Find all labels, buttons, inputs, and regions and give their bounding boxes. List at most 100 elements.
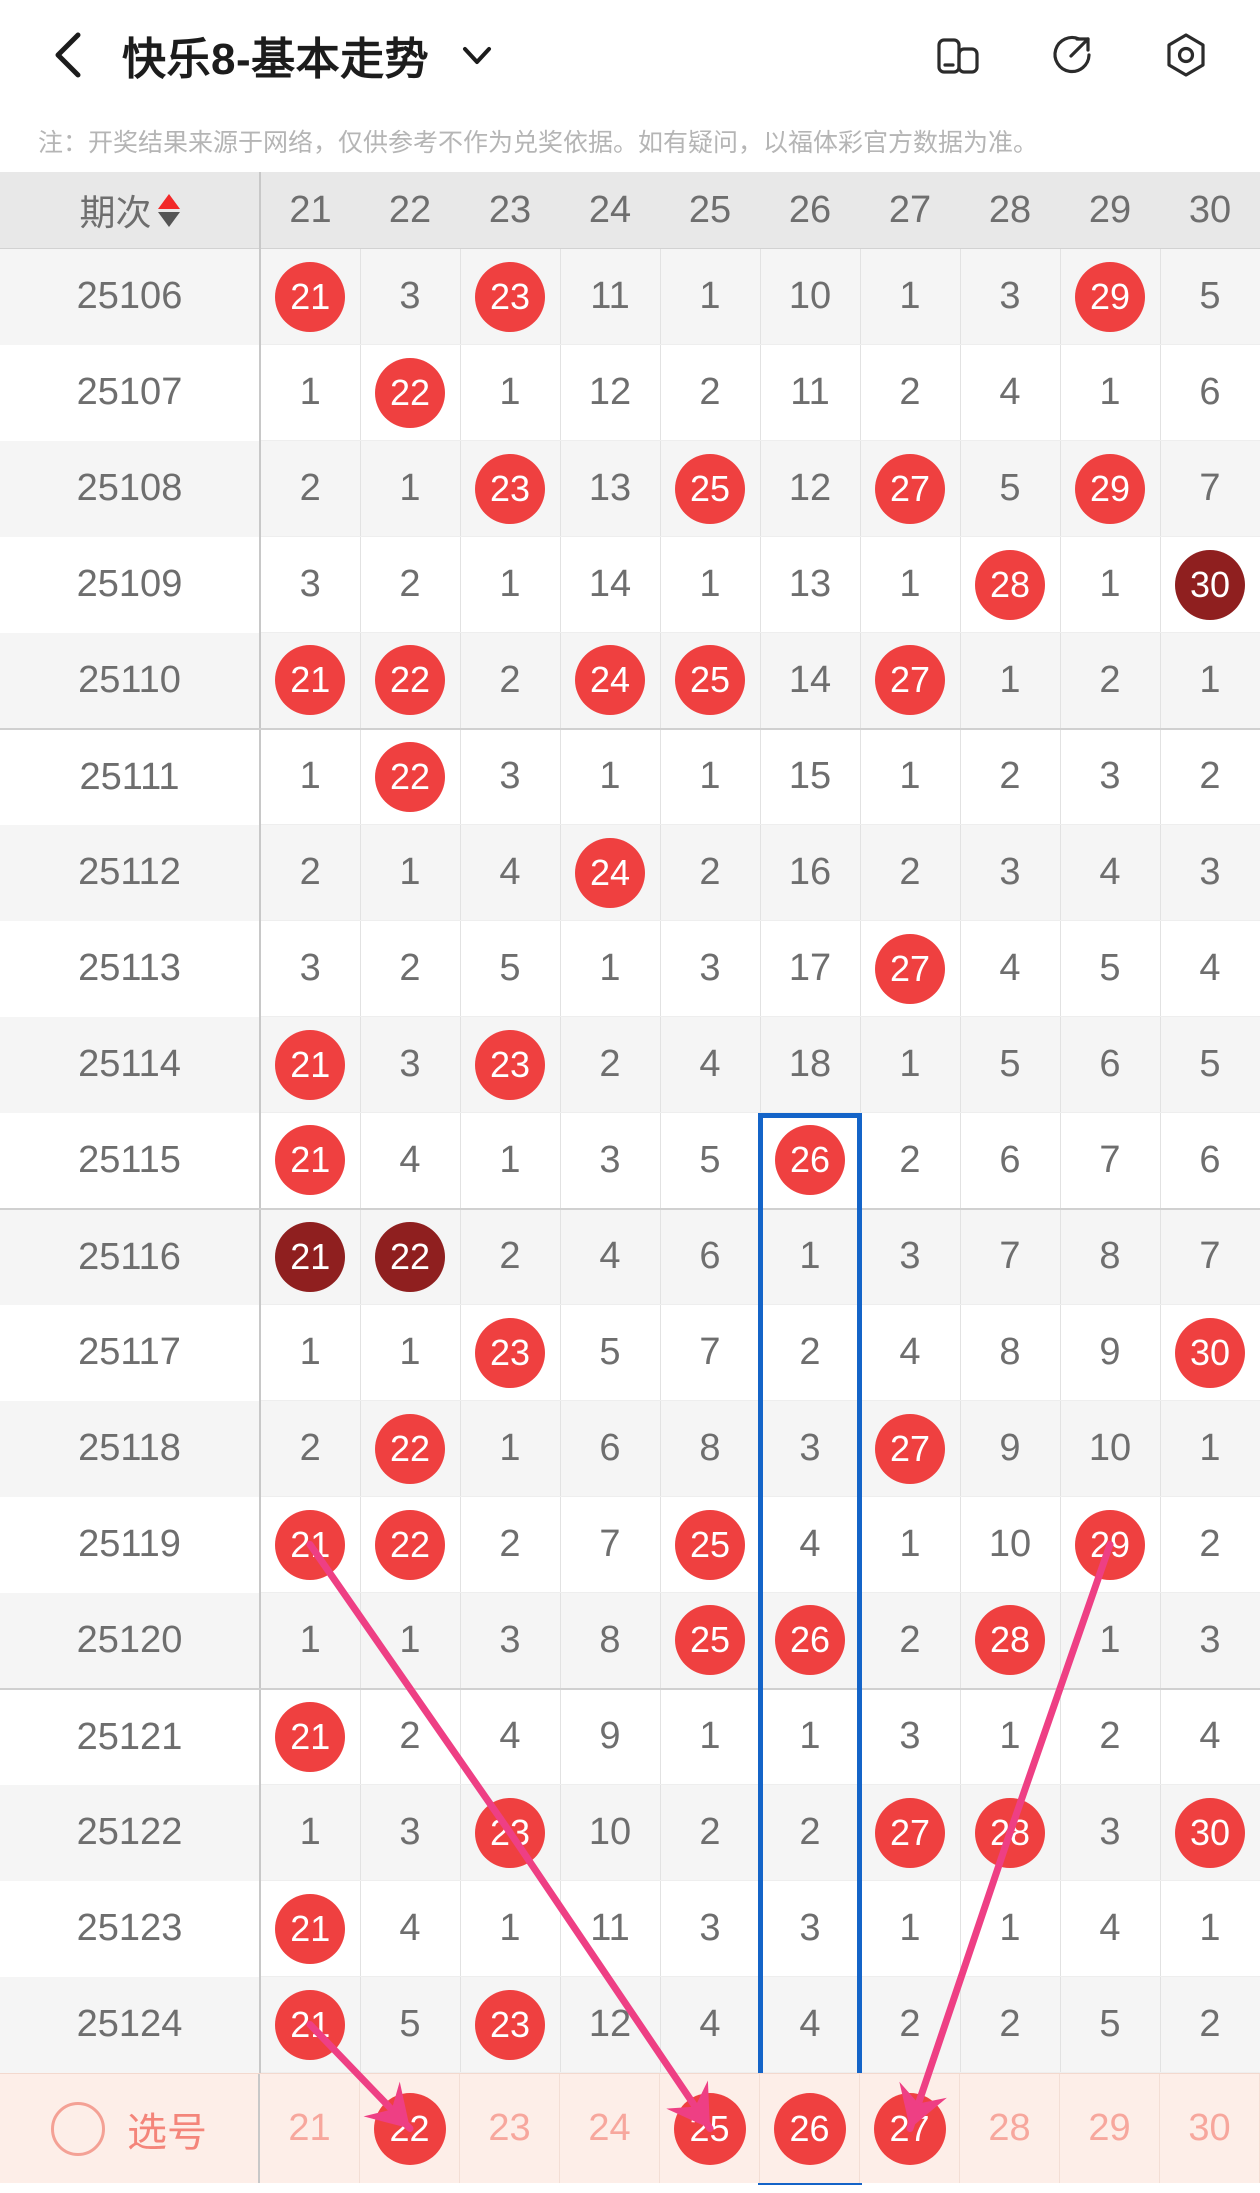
number-cell-30[interactable]: 3 (1160, 1592, 1260, 1690)
number-cell-27[interactable]: 27 (860, 632, 961, 730)
sort-descending-icon[interactable] (157, 211, 180, 227)
number-cell-25[interactable]: 25 (660, 1496, 761, 1593)
issue-column-header[interactable]: 期次 (0, 172, 261, 249)
number-cell-26[interactable]: 4 (760, 1976, 861, 2073)
number-cell-22[interactable]: 3 (360, 248, 461, 345)
number-cell-28[interactable]: 6 (960, 1112, 1061, 1210)
number-cell-28[interactable]: 28 (960, 536, 1061, 633)
number-cell-26[interactable]: 18 (760, 1016, 861, 1113)
number-cell-26[interactable]: 16 (760, 824, 861, 921)
number-cell-21[interactable]: 21 (260, 1688, 361, 1785)
table-row[interactable]: 25108 2 1 23 13 25 12 27 5 29 7 (0, 440, 1260, 537)
settings-button[interactable] (1160, 29, 1212, 81)
select-number-cell-22[interactable]: 22 (360, 2074, 460, 2183)
number-cell-29[interactable]: 29 (1060, 440, 1161, 537)
number-cell-26[interactable]: 1 (760, 1688, 861, 1785)
table-row[interactable]: 25111 1 22 3 1 1 15 1 2 3 2 (0, 728, 1260, 825)
number-cell-25[interactable]: 7 (660, 1304, 761, 1401)
number-cell-23[interactable]: 23 (460, 248, 561, 345)
number-cell-23[interactable]: 4 (460, 824, 561, 921)
number-cell-27[interactable]: 27 (860, 1784, 961, 1881)
number-cell-29[interactable]: 1 (1060, 536, 1161, 633)
number-cell-23[interactable]: 1 (460, 536, 561, 633)
number-cell-21[interactable]: 21 (260, 1112, 361, 1210)
column-header-21[interactable]: 21 (260, 172, 360, 249)
number-cell-25[interactable]: 1 (660, 1688, 761, 1785)
number-cell-30[interactable]: 30 (1160, 1784, 1260, 1881)
number-cell-25[interactable]: 2 (660, 344, 761, 441)
number-cell-22[interactable]: 2 (360, 536, 461, 633)
number-cell-26[interactable]: 4 (760, 1496, 861, 1593)
number-cell-24[interactable]: 11 (560, 1880, 661, 1977)
number-cell-21[interactable]: 2 (260, 440, 361, 537)
number-cell-30[interactable]: 7 (1160, 1208, 1260, 1305)
number-cell-24[interactable]: 8 (560, 1592, 661, 1690)
number-cell-28[interactable]: 1 (960, 1688, 1061, 1785)
number-cell-29[interactable]: 5 (1060, 1976, 1161, 2073)
number-cell-21[interactable]: 1 (260, 728, 361, 825)
number-cell-22[interactable]: 4 (360, 1880, 461, 1977)
number-cell-23[interactable]: 3 (460, 728, 561, 825)
number-cell-21[interactable]: 21 (260, 1496, 361, 1593)
number-cell-26[interactable]: 11 (760, 344, 861, 441)
number-cell-21[interactable]: 21 (260, 1880, 361, 1977)
number-cell-25[interactable]: 1 (660, 248, 761, 345)
back-button[interactable] (40, 27, 96, 83)
number-cell-21[interactable]: 21 (260, 632, 361, 730)
number-cell-25[interactable]: 2 (660, 824, 761, 921)
number-cell-25[interactable]: 1 (660, 536, 761, 633)
number-cell-28[interactable]: 3 (960, 248, 1061, 345)
number-cell-27[interactable]: 1 (860, 536, 961, 633)
number-cell-30[interactable]: 7 (1160, 440, 1260, 537)
number-cell-29[interactable]: 10 (1060, 1400, 1161, 1497)
number-cell-29[interactable]: 9 (1060, 1304, 1161, 1401)
number-cell-28[interactable]: 28 (960, 1784, 1061, 1881)
number-cell-30[interactable]: 1 (1160, 1880, 1260, 1977)
number-cell-25[interactable]: 6 (660, 1208, 761, 1305)
sort-arrows[interactable] (157, 193, 180, 227)
number-cell-26[interactable]: 17 (760, 920, 861, 1017)
number-cell-24[interactable]: 9 (560, 1688, 661, 1785)
number-cell-21[interactable]: 1 (260, 1592, 361, 1690)
number-cell-21[interactable]: 1 (260, 344, 361, 441)
number-cell-30[interactable]: 1 (1160, 1400, 1260, 1497)
number-cell-27[interactable]: 2 (860, 824, 961, 921)
share-button[interactable] (1046, 29, 1098, 81)
number-cell-25[interactable]: 3 (660, 920, 761, 1017)
number-cell-24[interactable]: 7 (560, 1496, 661, 1593)
number-cell-28[interactable]: 10 (960, 1496, 1061, 1593)
title-dropdown-button[interactable] (457, 35, 497, 75)
number-cell-30[interactable]: 5 (1160, 248, 1260, 345)
column-header-26[interactable]: 26 (760, 172, 860, 249)
number-cell-25[interactable]: 2 (660, 1784, 761, 1881)
column-header-22[interactable]: 22 (360, 172, 460, 249)
number-cell-24[interactable]: 1 (560, 920, 661, 1017)
number-cell-25[interactable]: 5 (660, 1112, 761, 1210)
number-cell-24[interactable]: 1 (560, 728, 661, 825)
number-cell-26[interactable]: 26 (760, 1592, 861, 1690)
number-cell-26[interactable]: 10 (760, 248, 861, 345)
number-cell-23[interactable]: 5 (460, 920, 561, 1017)
number-cell-22[interactable]: 22 (360, 728, 461, 825)
number-cell-29[interactable]: 2 (1060, 1688, 1161, 1785)
number-cell-23[interactable]: 3 (460, 1592, 561, 1690)
number-cell-22[interactable]: 2 (360, 1688, 461, 1785)
table-row[interactable]: 25113 3 2 5 1 3 17 27 4 5 4 (0, 920, 1260, 1017)
select-label-cell[interactable]: 选号 (0, 2074, 260, 2183)
number-cell-28[interactable]: 9 (960, 1400, 1061, 1497)
number-cell-25[interactable]: 1 (660, 728, 761, 825)
number-cell-23[interactable]: 23 (460, 1784, 561, 1881)
number-cell-24[interactable]: 6 (560, 1400, 661, 1497)
select-number-cell-26[interactable]: 26 (760, 2074, 860, 2183)
number-cell-24[interactable]: 12 (560, 1976, 661, 2073)
number-cell-25[interactable]: 4 (660, 1976, 761, 2073)
number-cell-21[interactable]: 21 (260, 1976, 361, 2073)
number-cell-22[interactable]: 1 (360, 1592, 461, 1690)
number-cell-29[interactable]: 4 (1060, 1880, 1161, 1977)
select-number-cell-21[interactable]: 21 (260, 2074, 360, 2183)
number-cell-27[interactable]: 1 (860, 1880, 961, 1977)
number-cell-28[interactable]: 5 (960, 1016, 1061, 1113)
number-cell-29[interactable]: 2 (1060, 632, 1161, 730)
number-cell-28[interactable]: 1 (960, 1880, 1061, 1977)
table-row[interactable]: 25112 2 1 4 24 2 16 2 3 4 3 (0, 824, 1260, 921)
